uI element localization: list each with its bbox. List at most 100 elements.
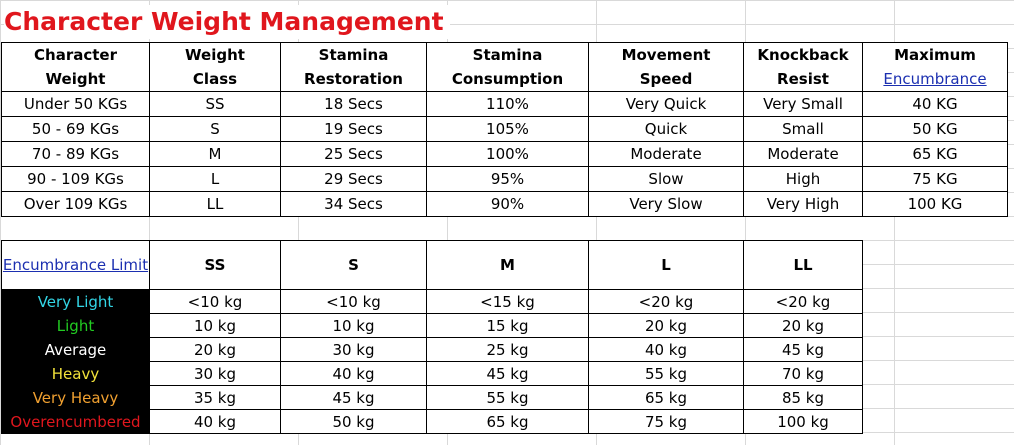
header-line: Consumption — [451, 70, 564, 88]
table-cell: 90 - 109 KGs — [1, 166, 150, 192]
encumbrance-row: Average 20 kg 30 kg 25 kg 40 kg 45 kg — [1, 337, 863, 362]
table-cell: 95% — [426, 166, 589, 192]
page-title: Character Weight Management — [4, 5, 450, 39]
table-cell: 100 KG — [862, 191, 1008, 217]
table-cell: 100% — [426, 141, 589, 167]
table-cell: L — [149, 166, 281, 192]
table-cell: 90% — [426, 191, 589, 217]
table-cell: 45 kg — [426, 361, 589, 386]
table-cell: <20 kg — [588, 289, 744, 314]
header-line: Stamina — [318, 46, 389, 64]
table-cell: 20 kg — [588, 313, 744, 338]
table-cell: Very Small — [743, 91, 863, 117]
table-cell: <15 kg — [426, 289, 589, 314]
table-cell: LL — [149, 191, 281, 217]
table-cell: 100 kg — [743, 409, 863, 434]
header-knockback-resist: Knockback Resist — [743, 42, 863, 92]
table-cell: 40 kg — [588, 337, 744, 362]
encumbrance-level-label: Very Light — [1, 289, 150, 314]
table-cell: 18 Secs — [280, 91, 427, 117]
header-line: Stamina — [472, 46, 543, 64]
table-cell: Very Slow — [588, 191, 744, 217]
table-cell: 45 kg — [743, 337, 863, 362]
weight-table-row: Over 109 KGs LL 34 Secs 90% Very Slow Very Hi… — [1, 191, 1008, 217]
class-header-m: M — [426, 240, 589, 290]
table-cell: M — [149, 141, 281, 167]
table-cell: 75 kg — [588, 409, 744, 434]
table-cell: 55 kg — [426, 385, 589, 410]
header-line: Movement — [621, 46, 711, 64]
table-cell: 110% — [426, 91, 589, 117]
table-cell: 20 kg — [743, 313, 863, 338]
encumbrance-row: Light 10 kg 10 kg 15 kg 20 kg 20 kg — [1, 313, 863, 338]
encumbrance-level-label: Average — [1, 337, 150, 362]
table-cell: 55 kg — [588, 361, 744, 386]
encumbrance-row: Overencumbered 40 kg 50 kg 65 kg 75 kg 100 kg — [1, 409, 863, 434]
header-stamina-consumption: Stamina Consumption — [426, 42, 589, 92]
table-cell: 70 kg — [743, 361, 863, 386]
table-cell: 85 kg — [743, 385, 863, 410]
encumbrance-table-header: Encumbrance Limit SS S M L LL — [1, 240, 863, 290]
header-line: Character — [34, 46, 117, 64]
encumbrance-level-label: Overencumbered — [1, 409, 150, 434]
header-line: Speed — [639, 70, 693, 88]
table-cell: 40 kg — [149, 409, 281, 434]
table-cell: 65 KG — [862, 141, 1008, 167]
table-cell: 65 kg — [426, 409, 589, 434]
table-cell: Quick — [588, 116, 744, 142]
header-stamina-restoration: Stamina Restoration — [280, 42, 427, 92]
weight-table-row: 70 - 89 KGs M 25 Secs 100% Moderate Moderate 6… — [1, 141, 1008, 167]
table-cell: Small — [743, 116, 863, 142]
header-character-weight: Character Weight — [1, 42, 150, 92]
table-cell: 40 kg — [280, 361, 427, 386]
encumbrance-link[interactable]: Encumbrance — [883, 70, 987, 88]
table-cell: 35 kg — [149, 385, 281, 410]
table-cell: 70 - 89 KGs — [1, 141, 150, 167]
header-line: Knockback — [757, 46, 849, 64]
table-cell: Moderate — [588, 141, 744, 167]
table-cell: SS — [149, 91, 281, 117]
table-cell: <20 kg — [743, 289, 863, 314]
table-cell: Very High — [743, 191, 863, 217]
table-cell: 34 Secs — [280, 191, 427, 217]
table-cell: 75 KG — [862, 166, 1008, 192]
table-cell: 19 Secs — [280, 116, 427, 142]
table-cell: 10 kg — [280, 313, 427, 338]
table-cell: S — [149, 116, 281, 142]
table-cell: 50 KG — [862, 116, 1008, 142]
table-cell: Slow — [588, 166, 744, 192]
class-header-ss: SS — [149, 240, 281, 290]
encumbrance-limit-table: Encumbrance Limit SS S M L LL Very Light… — [1, 240, 863, 434]
table-cell: Very Quick — [588, 91, 744, 117]
table-cell: 10 kg — [149, 313, 281, 338]
table-cell: 30 kg — [149, 361, 281, 386]
weight-table-row: 50 - 69 KGs S 19 Secs 105% Quick Small 50 KG — [1, 116, 1008, 142]
table-cell: 105% — [426, 116, 589, 142]
table-cell: High — [743, 166, 863, 192]
header-line: Maximum — [894, 46, 976, 64]
class-header-s: S — [280, 240, 427, 290]
header-maximum-encumbrance: Maximum Encumbrance — [862, 42, 1008, 92]
table-cell: 45 kg — [280, 385, 427, 410]
table-cell: 50 - 69 KGs — [1, 116, 150, 142]
table-cell: 50 kg — [280, 409, 427, 434]
table-cell: 65 kg — [588, 385, 744, 410]
header-line: Weight — [185, 46, 245, 64]
encumbrance-row: Very Light <10 kg <10 kg <15 kg <20 kg <20 kg — [1, 289, 863, 314]
table-cell: 20 kg — [149, 337, 281, 362]
encumbrance-limit-link[interactable]: Encumbrance Limit — [2, 256, 149, 274]
weight-class-table: Character Weight Weight Class Stamina Resto… — [1, 42, 1008, 217]
class-header-l: L — [588, 240, 744, 290]
encumbrance-row: Heavy 30 kg 40 kg 45 kg 55 kg 70 kg — [1, 361, 863, 386]
table-cell: 25 Secs — [280, 141, 427, 167]
encumbrance-level-label: Very Heavy — [1, 385, 150, 410]
encumbrance-level-label: Heavy — [1, 361, 150, 386]
encumbrance-level-label: Light — [1, 313, 150, 338]
table-cell: <10 kg — [280, 289, 427, 314]
header-line: Weight — [45, 70, 106, 88]
weight-table-row: Under 50 KGs SS 18 Secs 110% Very Quick Very … — [1, 91, 1008, 117]
header-line: Restoration — [304, 70, 403, 88]
weight-table-header: Character Weight Weight Class Stamina Resto… — [1, 42, 1008, 92]
table-cell: Under 50 KGs — [1, 91, 150, 117]
table-cell: <10 kg — [149, 289, 281, 314]
